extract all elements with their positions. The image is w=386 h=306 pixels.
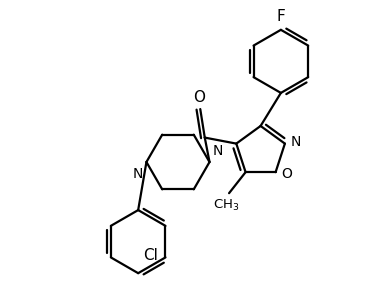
Text: N: N xyxy=(290,135,301,149)
Text: Cl: Cl xyxy=(143,248,158,263)
Text: CH$_3$: CH$_3$ xyxy=(213,198,239,213)
Text: N: N xyxy=(133,166,144,181)
Text: O: O xyxy=(281,167,292,181)
Text: N: N xyxy=(213,144,223,158)
Text: O: O xyxy=(193,90,205,105)
Text: F: F xyxy=(276,9,285,24)
